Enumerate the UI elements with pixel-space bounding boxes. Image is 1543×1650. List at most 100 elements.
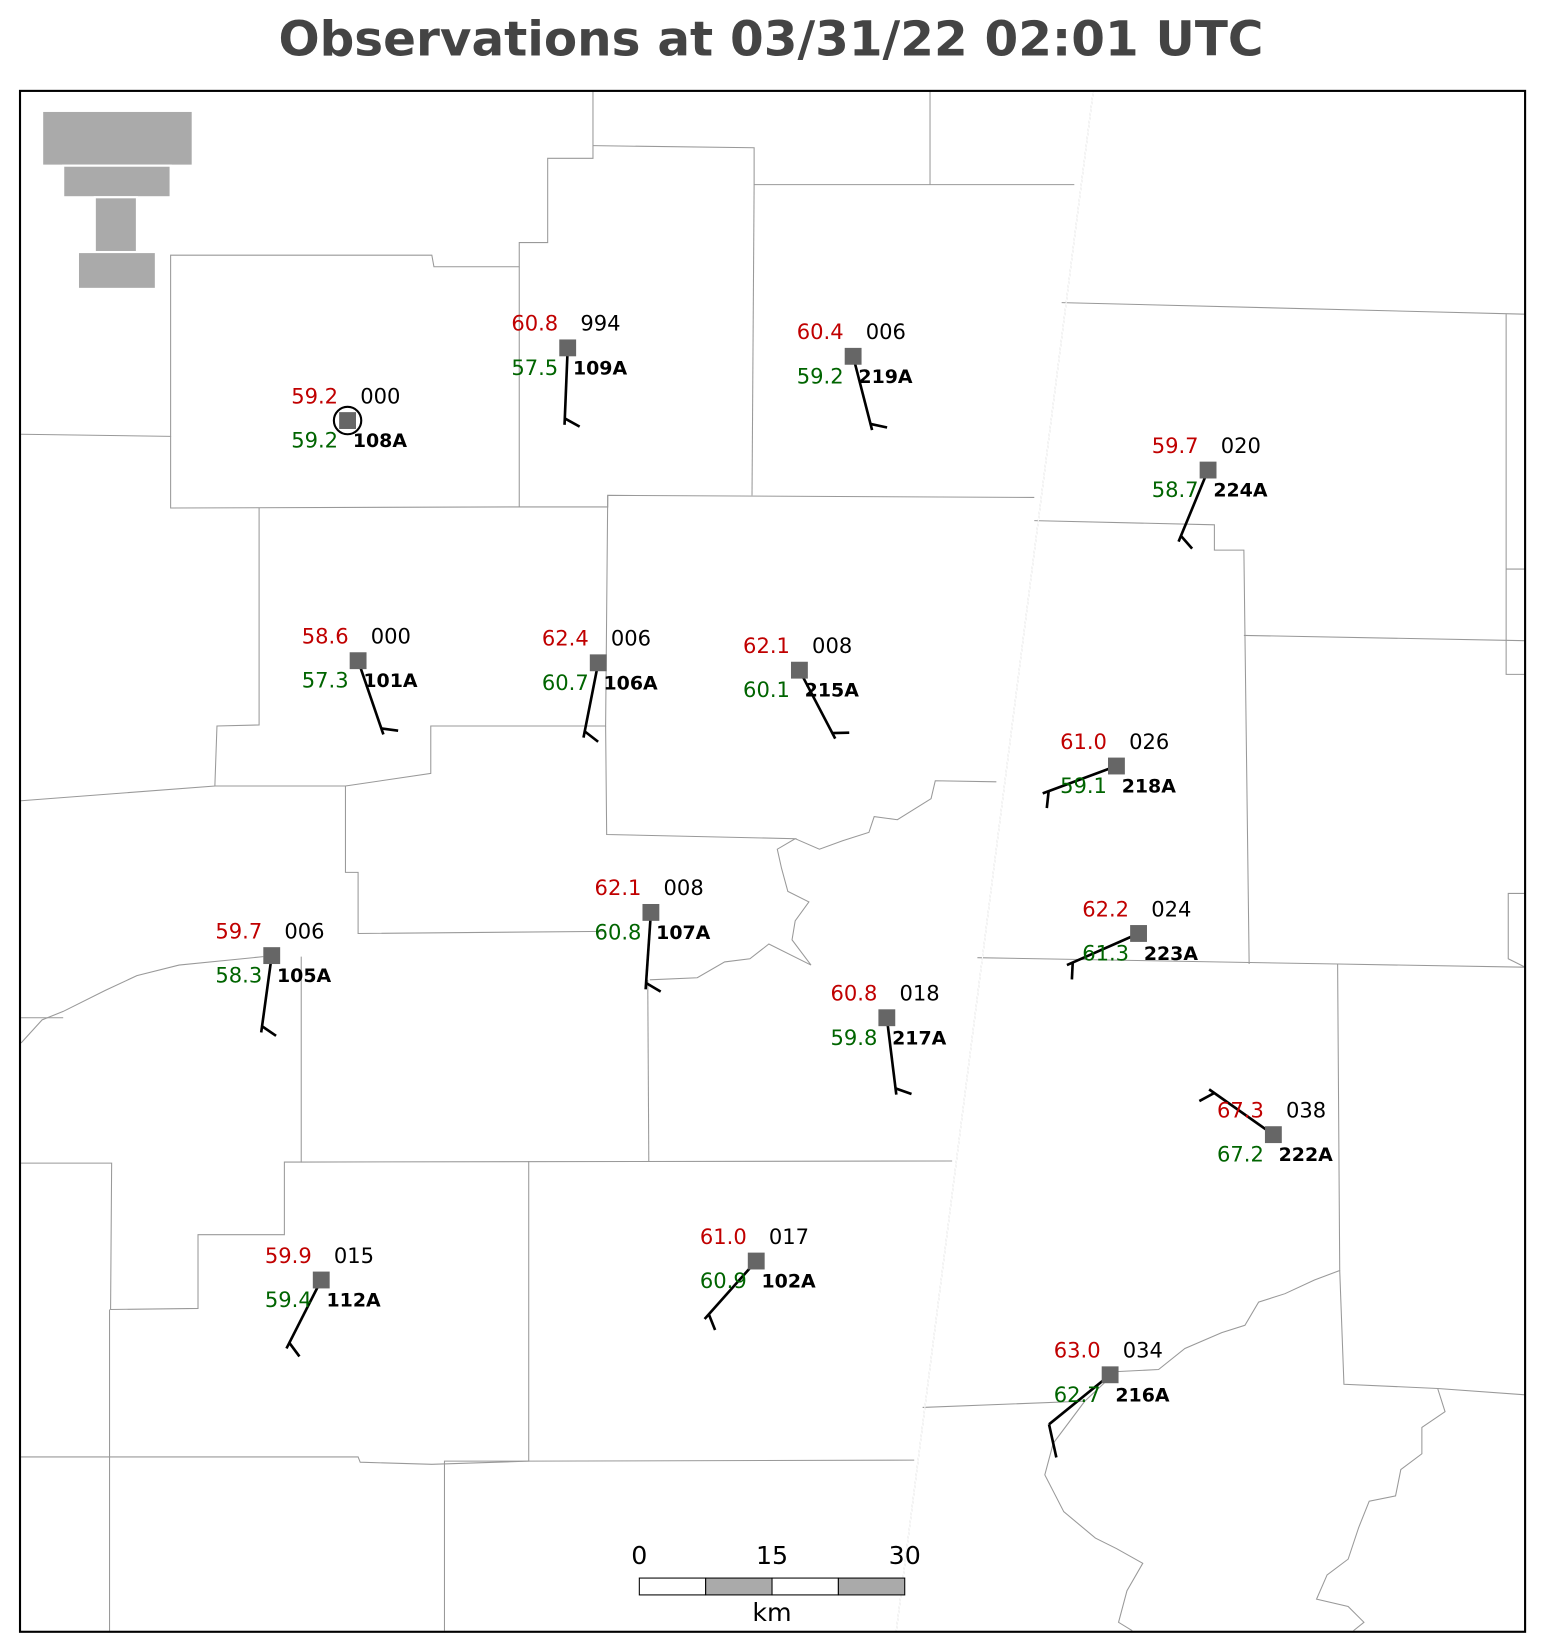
wind-staff [1066,932,1140,967]
temperature: 62.1 [743,633,790,658]
pressure: 000 [360,383,400,408]
station-marker [312,1271,330,1289]
wind-barb [288,1342,301,1358]
station-marker [790,661,808,679]
dewpoint: 59.2 [291,428,338,453]
temperature: 62.2 [1082,896,1129,921]
station-id: 218A [1122,776,1177,798]
pressure: 015 [334,1243,374,1268]
station-id: 224A [1213,480,1268,502]
frame [18,89,1527,1633]
pressure: 026 [1129,729,1169,754]
station-marker [263,947,281,965]
station-id: 101A [363,670,418,692]
dewpoint: 58.3 [215,963,262,988]
county-lines [20,90,1526,1632]
wind-staff [1042,764,1117,795]
dewpoint: 67.2 [1217,1142,1264,1167]
station-id: 219A [858,366,913,388]
wind-barb [1198,1091,1215,1103]
wind-staff [644,912,653,990]
pressure: 034 [1123,1338,1163,1363]
dewpoint: 57.5 [511,355,558,380]
pressure: 006 [611,626,651,651]
temperature: 59.9 [265,1243,312,1268]
station-marker [589,654,607,672]
dewpoint: 60.1 [743,677,790,702]
wind-staff [1048,1373,1111,1426]
temperature: 62.4 [542,626,589,651]
station-marker [559,339,577,357]
wind-barb [1045,791,1050,809]
dewpoint: 59.2 [797,363,844,388]
wind-barb [707,1313,717,1331]
dewpoint: 62.7 [1054,1382,1101,1407]
pressure: 018 [899,981,939,1006]
station-id: 102A [761,1271,816,1293]
station-marker [1130,925,1147,942]
scale-tick: 0 [631,1541,647,1570]
station-id: 105A [277,965,332,987]
station-marker [1101,1366,1119,1384]
temperature: 63.0 [1054,1338,1101,1363]
station-marker [844,347,862,365]
dewpoint: 61.3 [1082,941,1129,966]
wind-barb [261,1025,277,1037]
wind-barb [645,981,662,993]
wind-staff [703,1260,758,1320]
temperature: 59.7 [215,918,262,943]
temperature: 60.8 [830,981,877,1006]
station-id: 112A [327,1290,382,1312]
wind-staff [1208,1088,1275,1136]
station-id: 215A [805,680,860,702]
station-id: 223A [1144,943,1199,965]
station-id: 222A [1279,1144,1334,1166]
dewpoint: 58.7 [1152,477,1199,502]
calm-circle [332,405,363,436]
wind-staff [563,347,570,425]
station-id: 106A [604,672,659,694]
dewpoint: 57.3 [302,668,349,693]
wind-staff [285,1279,323,1350]
station-marker [349,652,367,670]
station-id: 216A [1115,1384,1170,1406]
wind-barb [895,1087,912,1096]
wind-barb [583,730,599,743]
wind-barb [381,727,399,733]
pressure: 020 [1221,433,1261,458]
pressure: 994 [580,311,620,336]
pressure: 006 [866,319,906,344]
station-id: 108A [353,430,408,452]
wind-staff [259,955,274,1033]
temperature: 60.8 [511,311,558,336]
station-marker [1264,1126,1282,1144]
scale-unit: km [752,1598,791,1627]
temperature: 60.4 [797,319,844,344]
station-id: 217A [892,1027,947,1049]
pressure: 038 [1286,1097,1326,1122]
station-marker [642,903,660,921]
temperature: 67.3 [1217,1097,1264,1122]
pressure: 006 [284,918,324,943]
temperature: 58.6 [302,624,349,649]
temperature: 62.1 [595,875,642,900]
title: Observations at 03/31/22 02:01 UTC [278,11,1263,67]
pressure: 017 [769,1224,809,1249]
temperature: 59.7 [1152,433,1199,458]
wind-staff [885,1017,898,1095]
station-marker [878,1009,896,1027]
pressure: 008 [812,633,852,658]
wind-barb [1070,962,1075,980]
dewpoint: 59.8 [830,1025,877,1050]
scale-tick: 30 [889,1541,921,1570]
dewpoint: 60.7 [542,670,589,695]
stations: 59.2 000 59.2 108A 60.8 994 57.5 109A 60.4 006 59.… [215,311,1333,1458]
station-marker [339,412,356,429]
wind-barb [870,422,888,429]
dewpoint: 59.1 [1060,773,1107,798]
temperature: 59.2 [291,383,338,408]
wind-staff [1177,469,1210,543]
wind-staff [798,669,837,740]
